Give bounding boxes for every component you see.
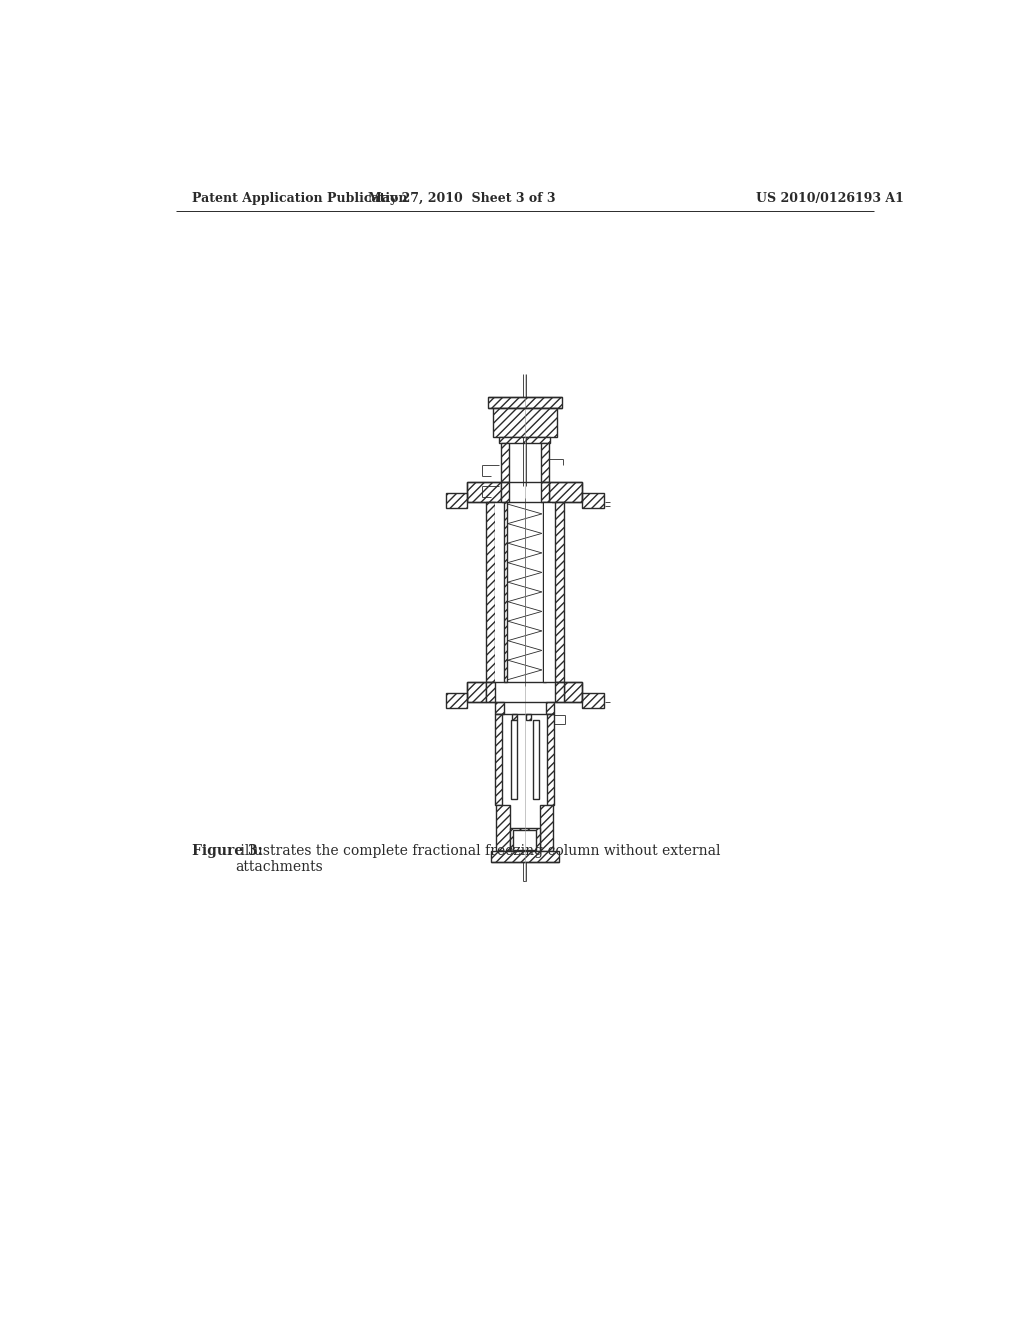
Bar bbox=[490, 851, 559, 862]
Bar bbox=[540, 805, 554, 851]
Bar bbox=[445, 492, 467, 508]
Bar bbox=[487, 397, 562, 408]
Bar bbox=[496, 805, 510, 851]
Bar bbox=[541, 444, 549, 482]
Bar bbox=[467, 682, 486, 702]
Bar bbox=[495, 502, 503, 682]
Bar bbox=[510, 829, 540, 851]
Bar bbox=[583, 693, 604, 708]
Bar bbox=[532, 719, 539, 799]
Bar bbox=[467, 482, 501, 502]
Bar bbox=[563, 682, 583, 702]
Bar bbox=[501, 444, 509, 482]
Bar bbox=[555, 682, 563, 702]
Text: US 2010/0126193 A1: US 2010/0126193 A1 bbox=[756, 191, 903, 205]
Bar bbox=[555, 502, 563, 682]
Bar bbox=[513, 830, 537, 850]
Text: illustrates the complete fractional freezing column without external
attachments: illustrates the complete fractional free… bbox=[236, 843, 720, 874]
Bar bbox=[512, 714, 517, 719]
Bar bbox=[504, 502, 507, 682]
Bar bbox=[543, 502, 546, 682]
Bar bbox=[547, 714, 554, 805]
Text: Patent Application Publication: Patent Application Publication bbox=[191, 191, 408, 205]
Bar bbox=[511, 719, 517, 799]
Bar bbox=[496, 714, 503, 805]
Bar bbox=[583, 492, 604, 508]
Bar bbox=[544, 502, 552, 682]
Bar bbox=[493, 408, 557, 437]
Bar bbox=[501, 482, 509, 502]
Text: Figure 3:: Figure 3: bbox=[191, 843, 262, 858]
Bar bbox=[496, 702, 504, 714]
Bar bbox=[549, 482, 583, 502]
Text: May 27, 2010  Sheet 3 of 3: May 27, 2010 Sheet 3 of 3 bbox=[368, 191, 555, 205]
Bar bbox=[486, 502, 495, 682]
Bar bbox=[546, 702, 554, 714]
Bar bbox=[526, 714, 531, 719]
Bar bbox=[486, 682, 495, 702]
Bar bbox=[541, 482, 549, 502]
Bar bbox=[500, 437, 550, 444]
Bar bbox=[445, 693, 467, 708]
